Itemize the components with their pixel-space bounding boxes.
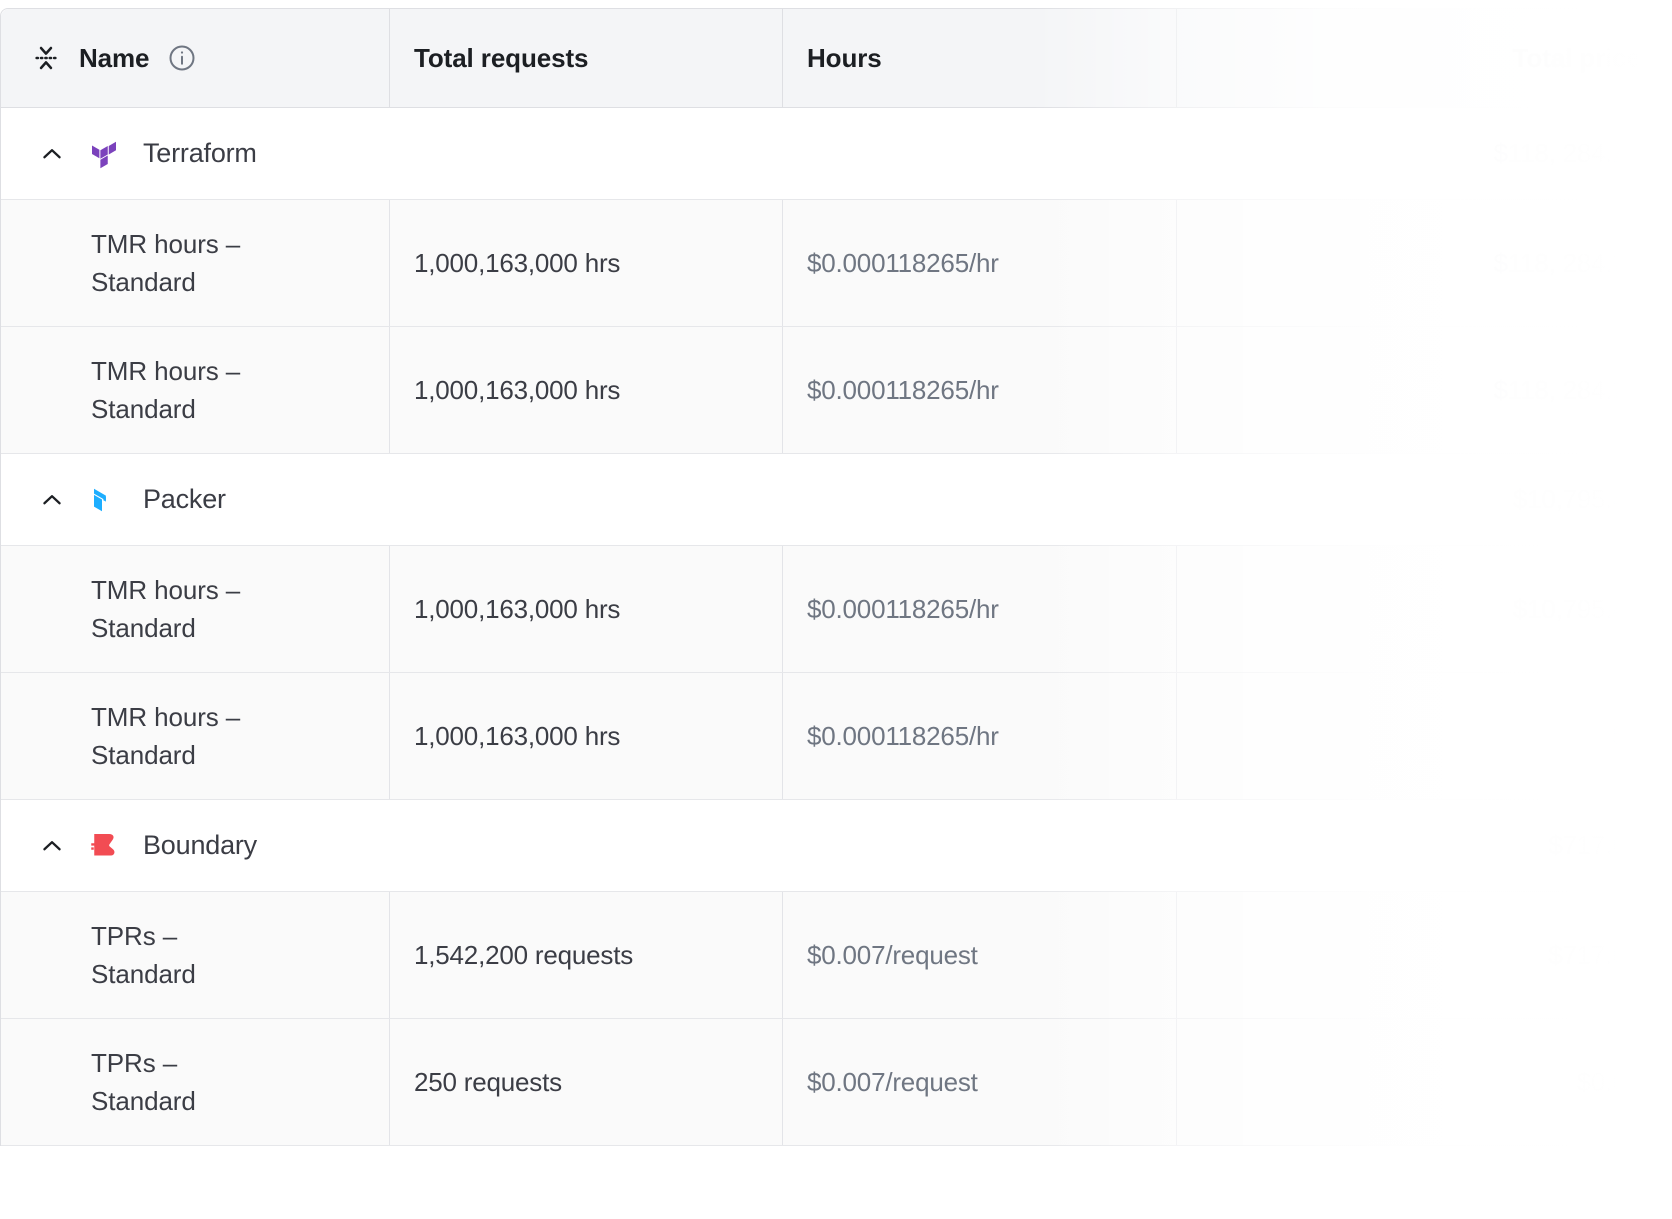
column-header-hours-label: Hours	[807, 42, 882, 73]
column-header-name[interactable]: Name	[1, 9, 390, 107]
row-total-requests-cell: 1,000,163,000 hrs	[390, 673, 783, 799]
row-name-label: TMR hours – Standard	[91, 229, 241, 297]
group-total-price-value: $717.00	[1548, 830, 1641, 860]
row-total-requests-cell: 1,000,163,000 hrs	[390, 200, 783, 326]
row-total-price-cell: $10,795.44	[1177, 546, 1672, 672]
row-name-label: TMR hours – Standard	[91, 575, 241, 643]
row-hours-cell: $0.007/request	[783, 892, 1177, 1018]
usage-billing-table: Name Total requests Hours Tot	[0, 8, 1672, 1146]
column-header-total-requests[interactable]: Total requests	[390, 9, 783, 107]
group-total-price-cell: $118, 284.27	[1177, 108, 1672, 199]
chevron-up-icon[interactable]	[39, 141, 65, 167]
row-total-requests-cell: 1,542,200 requests	[390, 892, 783, 1018]
group-requests-cell	[390, 800, 783, 891]
table-row[interactable]: TPRs – Standard 250 requests $0.007/reques…	[1, 1019, 1672, 1146]
group-total-price-cell: $10,795.44	[1177, 454, 1672, 545]
table-row[interactable]: TMR hours – Standard 1,000,163,000 hrs $0.…	[1, 546, 1672, 673]
row-name-cell: TMR hours – Standard	[1, 327, 390, 453]
row-name-cell: TMR hours – Standard	[1, 673, 390, 799]
column-header-total-requests-label: Total requests	[414, 42, 589, 73]
row-total-price-value: $118, 284.27	[1493, 374, 1642, 405]
row-total-requests-value: 250 requests	[414, 1066, 562, 1097]
table-body: Terraform $118, 284.27 TMR hours – Standar…	[1, 108, 1672, 1146]
row-name-label: TPRs – Standard	[91, 1048, 196, 1116]
group-total-price-cell: $717.00	[1177, 800, 1672, 891]
row-total-price-cell: $717.00	[1177, 892, 1672, 1018]
group-name-cell[interactable]: Terraform	[1, 108, 390, 199]
row-total-price-cell: $118, 284.27	[1177, 327, 1672, 453]
row-hours-value: $0.000118265/hr	[807, 593, 999, 624]
row-hours-cell: $0.000118265/hr	[783, 200, 1177, 326]
row-total-price-value: $0.00	[1576, 1066, 1641, 1097]
column-header-name-label: Name	[79, 42, 150, 73]
row-total-requests-value: 1,542,200 requests	[414, 939, 634, 970]
group-name-cell[interactable]: Packer	[1, 454, 390, 545]
row-total-price-cell: $118, 284.27	[1177, 200, 1672, 326]
table-row[interactable]: TMR hours – Standard 1,000,163,000 hrs $0.…	[1, 200, 1672, 327]
table-row[interactable]: TMR hours – Standard 1,000,163,000 hrs $0.…	[1, 327, 1672, 454]
group-requests-cell	[390, 108, 783, 199]
group-name-label: Packer	[143, 484, 226, 514]
group-row[interactable]: Boundary $717.00	[1, 800, 1672, 892]
group-total-price-value: $118, 284.27	[1493, 138, 1642, 168]
terraform-logo	[89, 139, 119, 169]
group-hours-cell	[783, 800, 1177, 891]
packer-logo	[89, 485, 119, 515]
row-total-requests-value: 1,000,163,000 hrs	[414, 247, 621, 278]
row-hours-value: $0.007/request	[807, 1066, 978, 1097]
group-name-label: Terraform	[143, 138, 257, 168]
table-row[interactable]: TMR hours – Standard 1,000,163,000 hrs $0.…	[1, 673, 1672, 800]
group-hours-cell	[783, 108, 1177, 199]
group-row[interactable]: Terraform $118, 284.27	[1, 108, 1672, 200]
column-header-total-price[interactable]: Total price	[1177, 9, 1672, 107]
row-total-requests-value: 1,000,163,000 hrs	[414, 374, 621, 405]
row-name-label: TPRs – Standard	[91, 921, 196, 989]
row-hours-value: $0.000118265/hr	[807, 247, 999, 278]
row-hours-cell: $0.000118265/hr	[783, 546, 1177, 672]
row-hours-cell: $0.000118265/hr	[783, 673, 1177, 799]
row-hours-cell: $0.000118265/hr	[783, 327, 1177, 453]
chevron-up-icon[interactable]	[39, 833, 65, 859]
row-hours-value: $0.000118265/hr	[807, 720, 999, 751]
boundary-logo	[89, 831, 119, 861]
group-name-cell[interactable]: Boundary	[1, 800, 390, 891]
table-header-row: Name Total requests Hours Tot	[1, 9, 1672, 108]
row-total-price-cell: $0	[1177, 673, 1672, 799]
row-total-price-value: $10,795.44	[1512, 593, 1641, 624]
group-row[interactable]: Packer $10,795.44	[1, 454, 1672, 546]
row-total-requests-value: 1,000,163,000 hrs	[414, 593, 621, 624]
row-hours-value: $0.007/request	[807, 939, 978, 970]
row-hours-value: $0.000118265/hr	[807, 374, 999, 405]
row-name-label: TMR hours – Standard	[91, 702, 241, 770]
column-header-hours[interactable]: Hours	[783, 9, 1177, 107]
group-hours-cell	[783, 454, 1177, 545]
row-total-price-cell: $0.00	[1177, 1019, 1672, 1145]
row-total-requests-value: 1,000,163,000 hrs	[414, 720, 621, 751]
column-header-total-price-label: Total price	[1512, 42, 1642, 73]
row-total-price-value: $717.00	[1548, 939, 1641, 970]
row-total-price-value: $118, 284.27	[1493, 247, 1642, 278]
row-total-requests-cell: 1,000,163,000 hrs	[390, 327, 783, 453]
row-total-requests-cell: 250 requests	[390, 1019, 783, 1145]
group-requests-cell	[390, 454, 783, 545]
row-name-cell: TPRs – Standard	[1, 1019, 390, 1145]
group-name-label: Boundary	[143, 830, 257, 860]
group-total-price-value: $10,795.44	[1512, 484, 1641, 514]
row-name-cell: TMR hours – Standard	[1, 546, 390, 672]
row-total-price-value: $0	[1612, 720, 1641, 751]
info-circle-icon[interactable]	[167, 43, 197, 73]
row-name-label: TMR hours – Standard	[91, 356, 241, 424]
row-hours-cell: $0.007/request	[783, 1019, 1177, 1145]
row-total-requests-cell: 1,000,163,000 hrs	[390, 546, 783, 672]
chevron-up-icon[interactable]	[39, 487, 65, 513]
table-row[interactable]: TPRs – Standard 1,542,200 requests $0.007/…	[1, 892, 1672, 1019]
collapse-all-icon[interactable]	[31, 43, 61, 73]
row-name-cell: TPRs – Standard	[1, 892, 390, 1018]
row-name-cell: TMR hours – Standard	[1, 200, 390, 326]
